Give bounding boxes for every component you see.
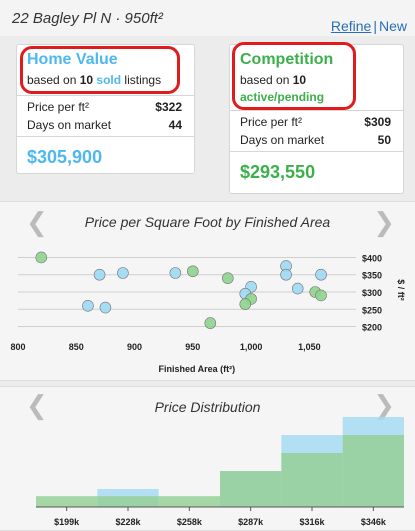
divider xyxy=(17,95,194,96)
x-tick-label: $316k xyxy=(299,517,325,527)
x-tick-label: 900 xyxy=(127,342,142,352)
data-point xyxy=(280,268,292,281)
header: 22 Bagley Pl N · 950ft² Refine | New xyxy=(0,0,415,36)
stat-label: Price per ft² xyxy=(27,100,90,114)
x-axis-label: Finished Area (ft²) xyxy=(158,364,235,374)
chevron-right-icon[interactable]: ❯ xyxy=(373,208,395,238)
competition-highlight xyxy=(232,42,356,110)
chevron-left-icon[interactable]: ❮ xyxy=(26,391,48,421)
stat-label: Days on market xyxy=(240,133,325,147)
competition-card[interactable]: Competition based on 10 active/pending P… xyxy=(229,44,404,194)
x-tick-label: 800 xyxy=(10,342,25,352)
link-separator: | xyxy=(373,18,377,34)
y-tick-label: $250 xyxy=(362,305,382,315)
y-tick-label: $400 xyxy=(362,253,382,263)
data-point xyxy=(239,298,252,310)
chevron-right-icon[interactable]: ❯ xyxy=(373,391,395,421)
x-tick-label: 1,050 xyxy=(298,342,321,352)
distribution-bar xyxy=(342,435,404,507)
data-point xyxy=(169,267,182,279)
competition-status: active/pending xyxy=(240,90,325,104)
competition-count: 10 xyxy=(292,73,307,87)
distribution-chart: $199k $228k $258k $287k $316k $346k xyxy=(36,417,404,527)
distribution-bar xyxy=(158,496,220,507)
competition-stat-dom: Days on market 50 xyxy=(230,131,403,149)
home-value-subtitle: based on 10 sold listings xyxy=(27,73,194,87)
home-value-card[interactable]: Home Value based on 10 sold listings Pri… xyxy=(16,44,195,174)
data-point xyxy=(99,301,112,314)
x-tick-label: 1,000 xyxy=(240,342,263,352)
data-point xyxy=(204,317,217,329)
distribution-panel: ❮ ❯ Price Distribution $199k $228k $258k $2… xyxy=(0,386,415,531)
distribution-bar xyxy=(97,496,159,507)
home-value-status: sold xyxy=(96,73,122,87)
data-point xyxy=(221,272,234,284)
home-value-highlight xyxy=(20,46,180,94)
home-value-stat-dom: Days on market 44 xyxy=(17,116,194,134)
home-value-price: $305,900 xyxy=(27,147,103,167)
distribution-bar xyxy=(220,471,282,507)
new-link[interactable]: New xyxy=(378,18,407,34)
distribution-bar xyxy=(281,453,343,507)
data-point xyxy=(187,265,199,278)
stat-label: Days on market xyxy=(27,118,112,132)
home-value-stat-ppsf: Price per ft² $322 xyxy=(17,98,194,116)
divider xyxy=(230,151,403,152)
distribution-bar xyxy=(36,496,98,507)
stat-value: 50 xyxy=(377,133,391,147)
data-point xyxy=(117,267,129,279)
x-tick-label: $346k xyxy=(361,517,387,527)
x-tick-label: $228k xyxy=(115,517,141,527)
distribution-title: Price Distribution xyxy=(154,399,261,415)
stat-value: 44 xyxy=(168,118,182,132)
header-links: Refine | New xyxy=(331,18,407,34)
divider xyxy=(17,136,194,137)
scatter-chart: $400 $350 $300 $250 $200 800 850 900 950 1,000 1,0… xyxy=(10,251,406,374)
home-value-sub-suffix: listings xyxy=(121,73,162,87)
data-point xyxy=(35,251,48,264)
competition-stat-ppsf: Price per ft² $309 xyxy=(230,113,403,131)
competition-price: $293,550 xyxy=(240,162,316,182)
x-tick-label: 850 xyxy=(69,342,84,352)
x-tick-label: 950 xyxy=(185,342,200,352)
stat-value: $322 xyxy=(155,100,182,114)
data-point xyxy=(82,300,94,312)
y-tick-label: $200 xyxy=(362,323,382,333)
x-tick-label: $258k xyxy=(177,517,203,527)
x-tick-label: $199k xyxy=(54,517,80,527)
data-point xyxy=(93,268,106,281)
stat-label: Price per ft² xyxy=(240,115,303,129)
data-point xyxy=(291,282,304,295)
scatter-title: Price per Square Foot by Finished Area xyxy=(84,214,331,230)
competition-title: Competition xyxy=(240,51,334,68)
data-point xyxy=(315,268,327,281)
divider xyxy=(230,110,403,111)
x-tick-label: $287k xyxy=(238,517,264,527)
y-axis-label: $ / ft² xyxy=(396,279,406,301)
data-point xyxy=(315,289,327,302)
address: 22 Bagley Pl N · 950ft² xyxy=(12,10,163,27)
y-tick-label: $300 xyxy=(362,288,382,298)
stat-value: $309 xyxy=(364,115,391,129)
home-value-sub-prefix: based on xyxy=(27,73,80,87)
y-tick-label: $350 xyxy=(362,271,382,281)
chevron-left-icon[interactable]: ❮ xyxy=(26,208,48,238)
scatter-panel: ❮ ❯ Price per Square Foot by Finished Ar… xyxy=(0,201,415,381)
competition-subtitle: based on 10 active/pending xyxy=(240,73,403,104)
home-value-count: 10 xyxy=(79,73,94,87)
competition-sub-prefix: based on xyxy=(240,73,293,87)
refine-link[interactable]: Refine xyxy=(330,18,372,34)
home-value-title: Home Value xyxy=(27,51,118,68)
